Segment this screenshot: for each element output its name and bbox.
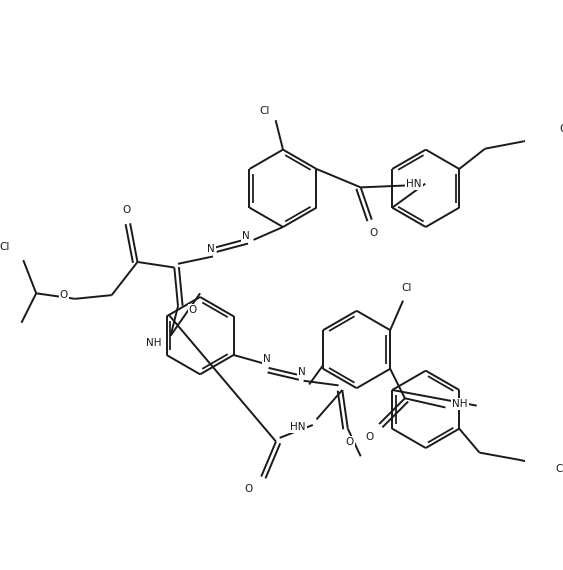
- Text: O: O: [189, 305, 197, 315]
- Text: HN: HN: [406, 179, 422, 189]
- Text: NH: NH: [146, 338, 162, 348]
- Text: Cl: Cl: [401, 283, 412, 293]
- Text: O: O: [369, 227, 378, 238]
- Text: O: O: [122, 205, 131, 215]
- Text: HN: HN: [291, 422, 306, 432]
- Text: O: O: [346, 437, 354, 446]
- Text: Cl: Cl: [555, 464, 563, 474]
- Text: O: O: [244, 484, 252, 494]
- Text: N: N: [263, 353, 271, 364]
- Text: O: O: [366, 432, 374, 442]
- Text: O: O: [60, 290, 68, 300]
- Text: N: N: [242, 231, 250, 241]
- Text: Cl: Cl: [0, 242, 10, 253]
- Text: NH: NH: [453, 399, 468, 409]
- Text: Cl: Cl: [559, 124, 563, 135]
- Text: N: N: [298, 367, 306, 377]
- Text: Cl: Cl: [260, 106, 270, 116]
- Text: N: N: [207, 244, 215, 254]
